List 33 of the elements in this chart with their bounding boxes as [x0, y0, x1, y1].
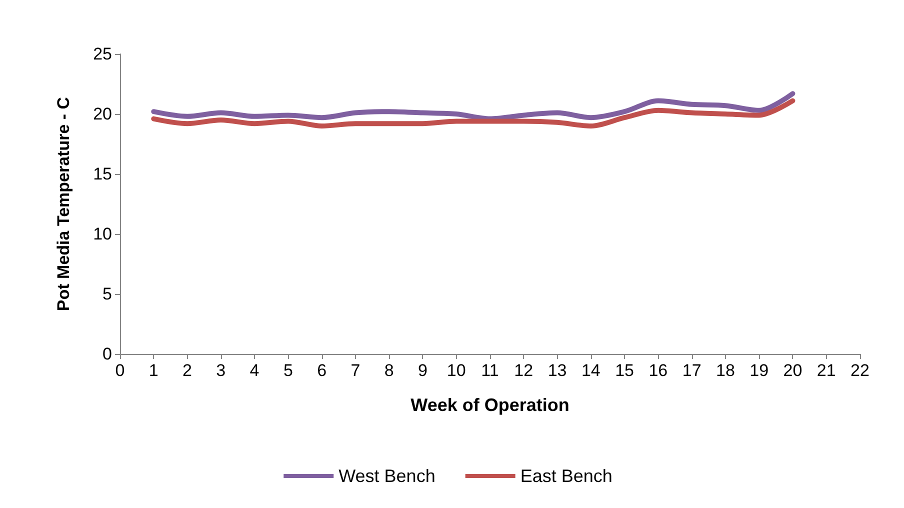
x-tick-label: 4	[250, 361, 260, 380]
x-tick-label: 2	[182, 361, 192, 380]
legend-label: East Bench	[520, 466, 612, 486]
x-tick-label: 15	[615, 361, 634, 380]
x-tick-label: 7	[350, 361, 360, 380]
x-tick-label: 5	[283, 361, 293, 380]
x-axis-title: Week of Operation	[410, 395, 570, 415]
x-tick-label: 22	[850, 361, 870, 380]
y-tick-label: 0	[102, 344, 112, 364]
y-tick-label: 25	[93, 44, 112, 64]
y-tick-label: 15	[93, 164, 112, 184]
y-tick-label: 20	[93, 104, 112, 124]
x-tick-label: 6	[317, 361, 327, 380]
y-tick-label: 10	[93, 224, 112, 244]
y-axis-title: Pot Media Temperature - C	[54, 96, 73, 312]
x-tick-label: 12	[514, 361, 534, 380]
x-tick-label: 1	[148, 361, 158, 380]
x-tick-label: 21	[816, 361, 836, 380]
x-tick-label: 18	[716, 361, 735, 380]
x-tick-label: 13	[548, 361, 567, 380]
x-tick-label: 10	[446, 361, 466, 380]
x-tick-label: 0	[115, 361, 125, 380]
x-tick-label: 3	[216, 361, 226, 380]
x-tick-label: 14	[581, 361, 600, 380]
x-tick-label: 8	[384, 361, 394, 380]
x-tick-label: 20	[783, 361, 802, 380]
legend-label: West Bench	[338, 466, 436, 486]
x-tick-label: 16	[648, 361, 668, 380]
x-tick-label: 11	[481, 361, 499, 380]
x-tick-label: 19	[750, 361, 769, 380]
y-tick-label: 5	[102, 284, 112, 304]
x-tick-label: 17	[682, 361, 702, 380]
x-tick-label: 9	[418, 361, 428, 380]
